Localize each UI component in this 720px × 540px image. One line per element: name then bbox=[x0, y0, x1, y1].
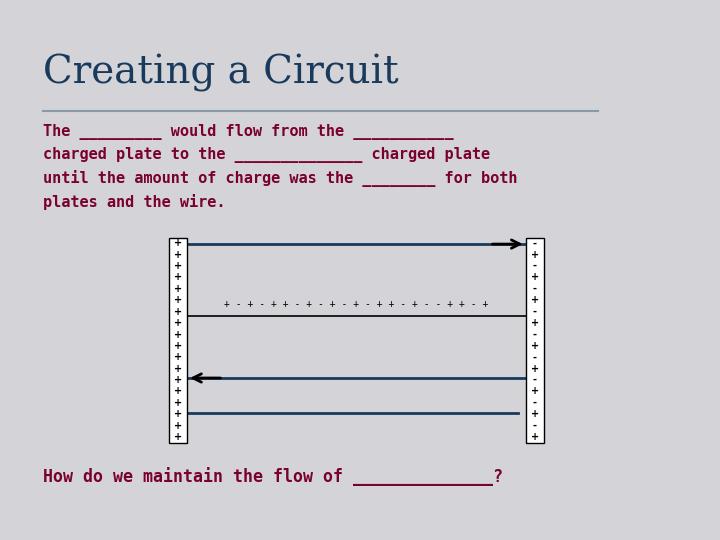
Text: +: + bbox=[174, 261, 182, 271]
Text: -: - bbox=[533, 421, 536, 431]
Text: +: + bbox=[174, 329, 182, 340]
Text: +: + bbox=[174, 364, 182, 374]
Text: + - + - + + - + - + - + - + + - + - - + + - +: + - + - + + - + - + - + - + + - + - - + … bbox=[224, 299, 489, 309]
Text: -: - bbox=[533, 375, 536, 385]
Text: +: + bbox=[531, 318, 539, 328]
Text: +: + bbox=[531, 432, 539, 442]
Text: +: + bbox=[174, 352, 182, 362]
Text: +: + bbox=[174, 421, 182, 431]
Text: +: + bbox=[174, 318, 182, 328]
Text: +: + bbox=[174, 375, 182, 385]
Text: +: + bbox=[174, 295, 182, 305]
Text: -: - bbox=[533, 352, 536, 362]
Text: -: - bbox=[533, 307, 536, 316]
Text: +: + bbox=[531, 341, 539, 351]
Text: +: + bbox=[174, 341, 182, 351]
Text: +: + bbox=[174, 387, 182, 396]
Text: -: - bbox=[533, 329, 536, 340]
Bar bbox=[169, 238, 187, 443]
Text: +: + bbox=[174, 432, 182, 442]
Bar bbox=[526, 238, 544, 443]
Text: -: - bbox=[533, 284, 536, 294]
Text: +: + bbox=[531, 249, 539, 260]
Text: -: - bbox=[533, 261, 536, 271]
Text: +: + bbox=[531, 273, 539, 282]
Text: -: - bbox=[533, 398, 536, 408]
Text: +: + bbox=[531, 387, 539, 396]
Text: +: + bbox=[174, 238, 182, 248]
Text: +: + bbox=[174, 307, 182, 316]
Text: How do we maintain the flow of ______________?: How do we maintain the flow of _________… bbox=[43, 467, 503, 486]
Text: Creating a Circuit: Creating a Circuit bbox=[43, 54, 399, 92]
Text: +: + bbox=[174, 249, 182, 260]
Text: +: + bbox=[531, 409, 539, 419]
Text: +: + bbox=[174, 273, 182, 282]
Text: -: - bbox=[533, 238, 536, 248]
Text: +: + bbox=[531, 295, 539, 305]
Text: +: + bbox=[531, 364, 539, 374]
Text: +: + bbox=[174, 284, 182, 294]
Text: The _________ would flow from the ___________
charged plate to the _____________: The _________ would flow from the ______… bbox=[43, 124, 518, 210]
Text: +: + bbox=[174, 409, 182, 419]
Text: +: + bbox=[174, 398, 182, 408]
